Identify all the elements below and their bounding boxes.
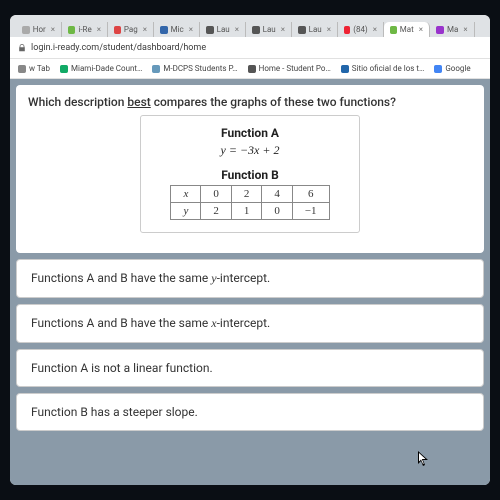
answer-text: Functions A and B have the same bbox=[31, 271, 211, 285]
tab-label: Lau bbox=[309, 25, 322, 34]
table-x-label: x bbox=[171, 186, 201, 203]
bookmark-icon bbox=[152, 65, 160, 73]
bookmark-label: w Tab bbox=[29, 64, 50, 73]
answer-text: -intercept. bbox=[217, 271, 271, 285]
close-icon[interactable]: × bbox=[373, 25, 377, 34]
answer-text: Function A is not a linear function. bbox=[31, 361, 213, 375]
table-cell: 4 bbox=[262, 186, 293, 203]
table-y-label: y bbox=[171, 203, 201, 220]
answer-option[interactable]: Functions A and B have the same x-interc… bbox=[16, 304, 484, 343]
browser-tab[interactable]: Lau × bbox=[246, 22, 292, 37]
table-cell: −1 bbox=[292, 203, 329, 220]
answer-text: -intercept. bbox=[217, 316, 271, 330]
bookmarks-bar: w Tab Miami-Dade Count… M-DCPS Students P…… bbox=[10, 59, 490, 79]
bookmark-item[interactable]: Sitio oficial de los t… bbox=[341, 64, 425, 73]
favicon-icon bbox=[22, 26, 30, 34]
close-icon[interactable]: × bbox=[327, 25, 331, 34]
url-bar[interactable]: login.i-ready.com/student/dashboard/home bbox=[10, 37, 490, 59]
browser-tab[interactable]: Pag × bbox=[108, 22, 154, 37]
bookmark-label: Miami-Dade Count… bbox=[71, 64, 142, 73]
answer-option[interactable]: Function A is not a linear function. bbox=[16, 349, 484, 387]
favicon-icon bbox=[390, 26, 397, 34]
table-cell: 2 bbox=[231, 186, 262, 203]
bookmark-icon bbox=[341, 65, 349, 73]
answer-text: Functions A and B have the same bbox=[31, 316, 211, 330]
close-icon[interactable]: × bbox=[143, 25, 147, 34]
answers-list: Functions A and B have the same y-interc… bbox=[16, 259, 484, 431]
tab-label: Lau bbox=[217, 25, 230, 34]
tab-label: i-Re bbox=[78, 25, 91, 34]
functions-box: Function A y = −3x + 2 Function B x 0 2 … bbox=[140, 115, 360, 233]
lock-icon bbox=[18, 44, 26, 52]
url-text: login.i-ready.com/student/dashboard/home bbox=[31, 43, 206, 53]
tab-strip: Hor×i-Re×Pag×Mic×Lau×Lau×Lau×(84)×Mat×Ma… bbox=[10, 15, 490, 37]
bookmark-icon bbox=[434, 65, 442, 73]
favicon-icon bbox=[206, 26, 214, 34]
function-b-label: Function B bbox=[153, 168, 347, 182]
bookmark-item[interactable]: w Tab bbox=[18, 64, 50, 73]
tab-label: Pag bbox=[124, 25, 138, 34]
browser-window: Hor×i-Re×Pag×Mic×Lau×Lau×Lau×(84)×Mat×Ma… bbox=[10, 15, 490, 485]
function-a-label: Function A bbox=[153, 126, 347, 140]
table-cell: 0 bbox=[201, 186, 232, 203]
answer-text: Function B has a steeper slope. bbox=[31, 405, 198, 419]
bookmark-item[interactable]: Google bbox=[434, 64, 470, 73]
browser-tab[interactable]: Lau × bbox=[200, 22, 246, 37]
answer-option[interactable]: Function B has a steeper slope. bbox=[16, 393, 484, 431]
bookmark-label: Home - Student Po… bbox=[259, 64, 331, 73]
tab-label: Mic bbox=[171, 25, 184, 34]
photo-frame: Hor×i-Re×Pag×Mic×Lau×Lau×Lau×(84)×Mat×Ma… bbox=[0, 0, 500, 500]
close-icon[interactable]: × bbox=[463, 25, 467, 34]
table-cell: 0 bbox=[262, 203, 293, 220]
bookmark-label: M-DCPS Students P… bbox=[163, 64, 237, 73]
bookmark-item[interactable]: Miami-Dade Count… bbox=[60, 64, 142, 73]
function-a-equation: y = −3x + 2 bbox=[153, 143, 347, 158]
table-cell: 2 bbox=[201, 203, 232, 220]
bookmark-item[interactable]: Home - Student Po… bbox=[248, 64, 331, 73]
browser-tab[interactable]: Mat × bbox=[384, 22, 430, 37]
close-icon[interactable]: × bbox=[189, 25, 193, 34]
browser-tab[interactable]: Hor × bbox=[16, 22, 62, 37]
close-icon[interactable]: × bbox=[419, 25, 423, 34]
page-content: Which description best compares the grap… bbox=[10, 79, 490, 485]
bookmark-label: Google bbox=[445, 64, 470, 73]
favicon-icon bbox=[298, 26, 306, 34]
tab-label: (84) bbox=[353, 25, 368, 34]
browser-tab[interactable]: i-Re × bbox=[62, 22, 108, 37]
close-icon[interactable]: × bbox=[235, 25, 239, 34]
bookmark-icon bbox=[18, 65, 26, 73]
function-b-table: x 0 2 4 6 y 2 1 0 −1 bbox=[170, 185, 329, 220]
bookmark-icon bbox=[60, 65, 68, 73]
tab-label: Ma bbox=[447, 25, 458, 34]
favicon-icon bbox=[68, 26, 75, 34]
bookmark-label: Sitio oficial de los t… bbox=[352, 64, 425, 73]
question-card: Which description best compares the grap… bbox=[16, 85, 484, 253]
close-icon[interactable]: × bbox=[51, 25, 55, 34]
tab-label: Hor bbox=[33, 25, 46, 34]
tab-label: Lau bbox=[263, 25, 276, 34]
close-icon[interactable]: × bbox=[281, 25, 285, 34]
tab-label: Mat bbox=[400, 25, 414, 34]
answer-option[interactable]: Functions A and B have the same y-interc… bbox=[16, 259, 484, 298]
table-cell: 1 bbox=[231, 203, 262, 220]
favicon-icon bbox=[114, 26, 121, 34]
browser-tab[interactable]: Ma × bbox=[430, 22, 475, 37]
favicon-icon bbox=[160, 26, 168, 34]
bookmark-item[interactable]: M-DCPS Students P… bbox=[152, 64, 237, 73]
browser-tab[interactable]: Mic × bbox=[154, 22, 200, 37]
bookmark-icon bbox=[248, 65, 256, 73]
question-pre: Which description bbox=[28, 95, 127, 109]
table-cell: 6 bbox=[292, 186, 329, 203]
browser-tab[interactable]: (84) × bbox=[338, 22, 384, 37]
favicon-icon bbox=[436, 26, 444, 34]
close-icon[interactable]: × bbox=[97, 25, 101, 34]
favicon-icon bbox=[252, 26, 260, 34]
browser-tab[interactable]: Lau × bbox=[292, 22, 338, 37]
question-underline: best bbox=[127, 95, 150, 109]
favicon-icon bbox=[344, 26, 350, 34]
question-post: compares the graphs of these two functio… bbox=[151, 95, 396, 109]
